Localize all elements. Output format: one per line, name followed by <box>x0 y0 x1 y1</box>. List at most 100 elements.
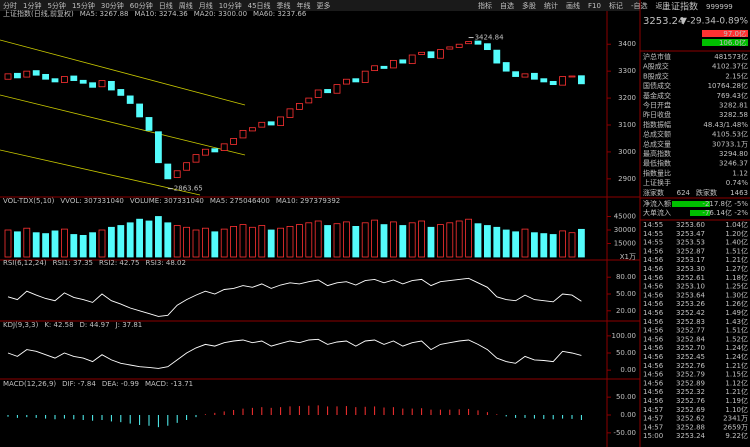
volume-bar <box>361 222 369 258</box>
tick-volume: 1.43亿 <box>725 317 748 326</box>
toolbar-tab[interactable]: 分时 <box>3 1 17 10</box>
volume-bar <box>408 222 416 258</box>
y-tick-label: 3000 <box>618 148 636 156</box>
toolbar-tab[interactable]: 45日线 <box>248 1 271 10</box>
volume-bar <box>126 222 134 258</box>
buy-bar <box>702 30 748 37</box>
info-value: 769.43亿 <box>717 91 749 100</box>
candle <box>126 95 134 104</box>
tick-time: 14:56 <box>643 300 664 308</box>
volume-bar <box>465 218 473 258</box>
y-tick-label: 80.00 <box>616 273 636 281</box>
toolbar-tab[interactable]: 标记 <box>609 1 623 10</box>
y-tick-label: 50.00 <box>616 393 636 401</box>
y-tick-label: 50.00 <box>616 349 636 357</box>
candle <box>418 51 426 55</box>
volume-bar <box>230 225 238 258</box>
toolbar-tab[interactable]: 1分钟 <box>23 1 41 10</box>
toolbar-tab[interactable]: 更多 <box>317 1 331 10</box>
candle <box>531 72 538 80</box>
toolbar-tab[interactable]: 30分钟 <box>101 1 124 10</box>
toolbar-tab[interactable]: 画线 <box>566 1 580 10</box>
volume-bar <box>512 231 519 258</box>
y-tick-label: 3300 <box>618 67 636 75</box>
candle <box>23 70 31 78</box>
toolbar-tab[interactable]: 5分钟 <box>47 1 65 10</box>
candle <box>32 70 40 76</box>
toolbar-tab[interactable]: 指标 <box>478 1 492 10</box>
info-value: 48.43/1.48% <box>703 121 748 129</box>
info-value: 30733.1万 <box>712 140 748 148</box>
candle <box>389 59 397 69</box>
info-value: 10764.28亿 <box>708 81 748 90</box>
info-label: 指数量比 <box>643 168 671 177</box>
tick-time: 14:56 <box>643 274 664 282</box>
candle <box>154 131 162 164</box>
toolbar-tab[interactable]: 返回 <box>655 2 669 10</box>
candle <box>4 73 12 80</box>
candle <box>79 79 87 84</box>
volume-bar <box>295 224 303 258</box>
candle <box>61 76 68 83</box>
tick-price: 3252.83 <box>676 318 705 326</box>
tick-volume: 1.30亿 <box>725 290 748 299</box>
volume-bar <box>108 226 115 258</box>
toolbar-tab[interactable]: 季线 <box>277 1 291 10</box>
toolbar-tab[interactable]: F10 <box>588 2 601 10</box>
toolbar-tab[interactable]: 年线 <box>297 1 311 10</box>
toolbar-tab[interactable]: 10分钟 <box>219 1 242 10</box>
volume-bar <box>117 225 125 258</box>
toolbar-tab[interactable]: 周线 <box>179 1 193 10</box>
toolbar-tab[interactable]: 日线 <box>159 1 173 10</box>
info-label: B股成交 <box>643 71 669 80</box>
candle <box>70 75 78 81</box>
flow-value: -217.8亿 <box>702 199 732 208</box>
toolbar-tab[interactable]: 月线 <box>199 1 213 10</box>
volume-bar <box>427 226 435 258</box>
tick-time: 14:56 <box>643 247 664 255</box>
tick-time: 14:56 <box>643 327 664 335</box>
toolbar-tab[interactable]: 60分钟 <box>130 1 153 10</box>
toolbar-tab[interactable]: 多股 <box>522 1 536 10</box>
info-value: 1.12 <box>732 169 748 177</box>
candle <box>559 76 566 86</box>
y-tick-label: 20.00 <box>616 307 636 315</box>
candle <box>42 73 49 80</box>
tick-time: 14:56 <box>643 256 664 264</box>
annotation: 3424.84 <box>475 34 504 42</box>
volume-bar <box>32 232 40 258</box>
candle <box>314 89 322 98</box>
candle <box>578 75 585 85</box>
info-label: 最高指数 <box>643 149 671 158</box>
toolbar-tab[interactable]: -自选 <box>631 1 648 10</box>
tick-price: 3253.10 <box>676 283 705 291</box>
tick-time: 14:56 <box>643 335 664 343</box>
flow-pct: -2% <box>734 209 748 217</box>
tick-price: 3253.26 <box>676 300 705 308</box>
toolbar-tab[interactable]: 统计 <box>544 1 558 10</box>
panel-title: VOL-TDX(5,10) <box>3 197 55 205</box>
panel-title: MACD(12,26,9) <box>3 380 56 388</box>
candle <box>493 49 501 64</box>
volume-bar <box>192 229 200 258</box>
tick-price: 3252.87 <box>676 247 705 255</box>
tick-volume: 1.52亿 <box>725 334 748 343</box>
volume-bar <box>493 226 501 258</box>
toolbar-tab[interactable]: 15分钟 <box>72 1 95 10</box>
annotation: 2863.65 <box>174 185 203 193</box>
tick-volume: 1.21亿 <box>725 387 748 396</box>
volume-bar <box>324 225 332 258</box>
toolbar-tab[interactable]: 自选 <box>500 1 514 10</box>
candle <box>399 59 407 64</box>
tick-volume: 1.40亿 <box>725 238 748 247</box>
channel-line <box>0 94 246 156</box>
legend-entry: RSI1: 37.35 <box>53 259 93 267</box>
candle <box>267 121 275 126</box>
candle <box>117 89 125 96</box>
tick-price: 3253.47 <box>676 230 705 238</box>
tick-volume: 1.10亿 <box>725 405 748 414</box>
candle <box>549 80 557 86</box>
candle <box>474 40 482 45</box>
volume-bar <box>474 223 482 258</box>
volume-bar <box>483 225 491 258</box>
